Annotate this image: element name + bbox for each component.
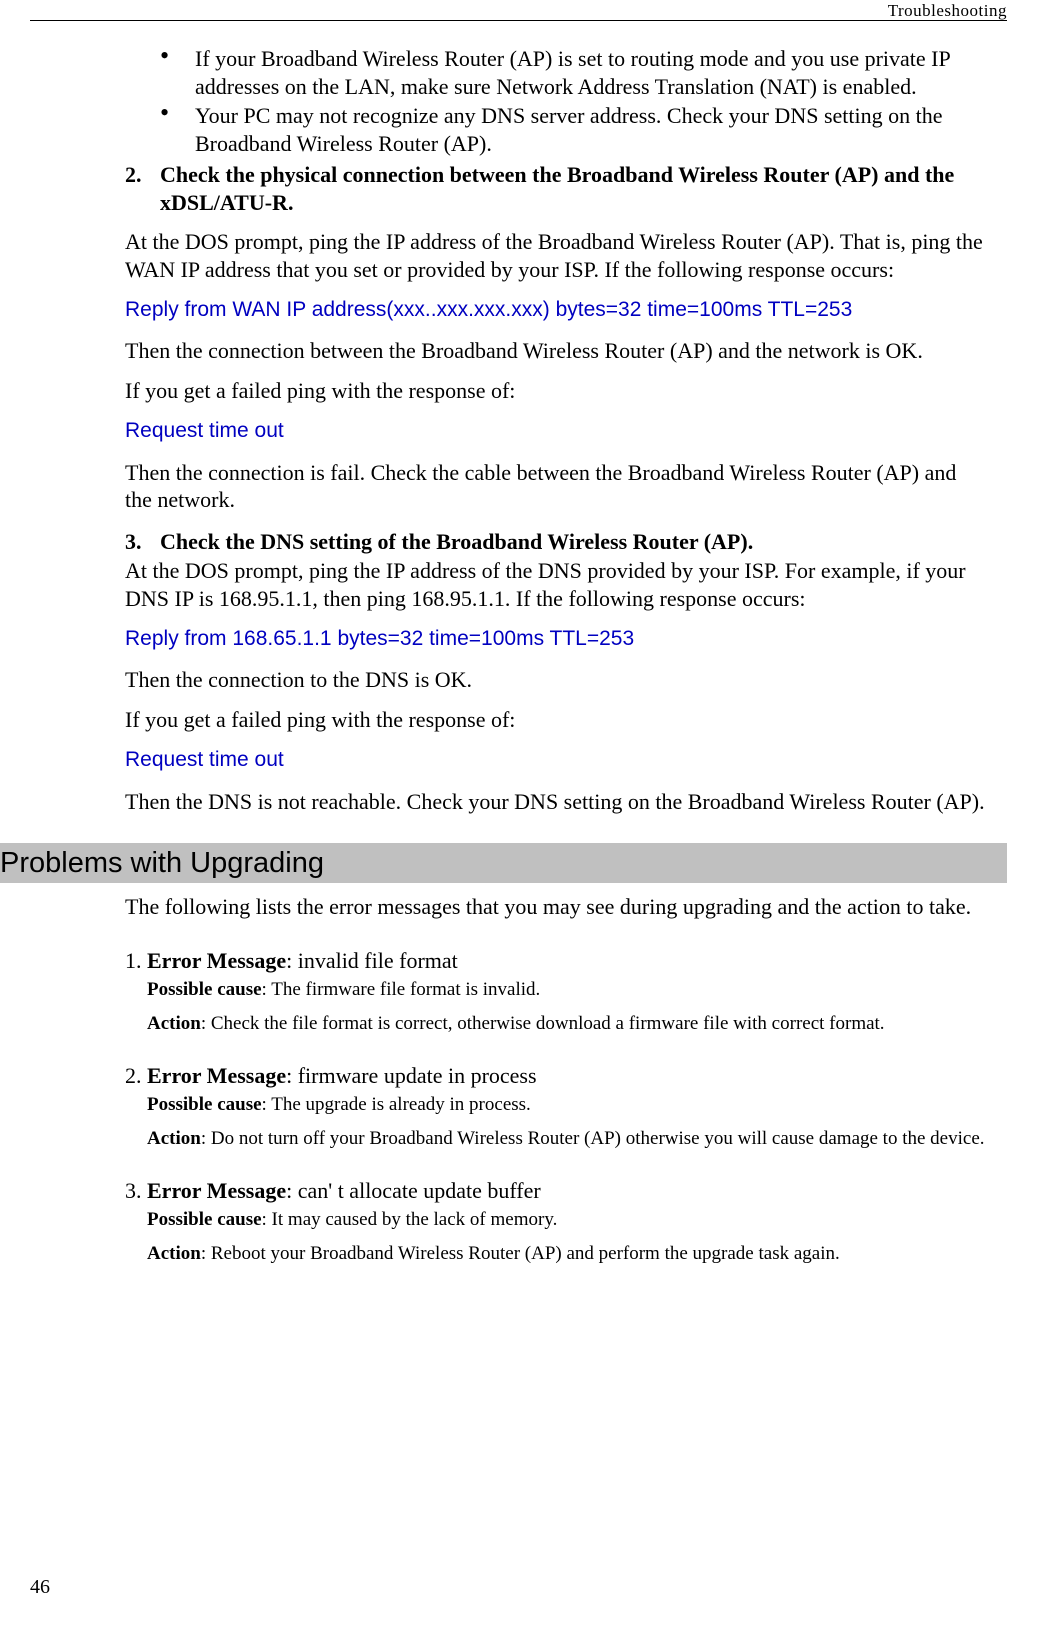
paragraph: Then the DNS is not reachable. Check you… (125, 788, 987, 816)
body-column: If your Broadband Wireless Router (AP) i… (125, 45, 987, 1266)
step-number: 3. (125, 528, 142, 556)
cause-label: Possible cause (147, 979, 262, 1000)
error-action: Action: Do not turn off your Broadband W… (147, 1127, 987, 1151)
error-cause: Possible cause: The upgrade is already i… (147, 1093, 987, 1117)
error-action: Action: Check the file format is correct… (147, 1012, 987, 1036)
error-item: 1. Error Message: invalid file format Po… (125, 947, 987, 1036)
intro-bullets: If your Broadband Wireless Router (AP) i… (160, 45, 987, 157)
step-title: Check the DNS setting of the Broadband W… (160, 529, 753, 554)
error-item: 2. Error Message: firmware update in pro… (125, 1062, 987, 1151)
page-content: If your Broadband Wireless Router (AP) i… (30, 45, 1007, 1276)
code-line: Reply from WAN IP address(xxx..xxx.xxx.x… (125, 297, 987, 323)
running-header: Troubleshooting (888, 0, 1007, 21)
error-label: Error Message (147, 1178, 286, 1203)
error-message: : firmware update in process (286, 1063, 536, 1088)
page-number: 46 (30, 1575, 50, 1600)
bullet-item: If your Broadband Wireless Router (AP) i… (160, 45, 987, 100)
error-label: Error Message (147, 1063, 286, 1088)
section-intro: The following lists the error messages t… (125, 893, 987, 921)
paragraph: At the DOS prompt, ping the IP address o… (125, 228, 987, 283)
action-text: : Check the file format is correct, othe… (201, 1013, 885, 1034)
section-heading: Problems with Upgrading (0, 843, 1007, 883)
cause-text: : It may caused by the lack of memory. (262, 1209, 558, 1230)
cause-label: Possible cause (147, 1209, 262, 1230)
step-3: 3. Check the DNS setting of the Broadban… (160, 528, 987, 556)
error-message: : invalid file format (286, 948, 458, 973)
action-label: Action (147, 1243, 201, 1264)
error-action: Action: Reboot your Broadband Wireless R… (147, 1242, 987, 1266)
cause-text: : The upgrade is already in process. (262, 1094, 531, 1115)
paragraph: At the DOS prompt, ping the IP address o… (125, 557, 987, 612)
cause-label: Possible cause (147, 1094, 262, 1115)
error-number: 3. (125, 1178, 142, 1203)
step-number: 2. (125, 161, 142, 189)
code-line: Reply from 168.65.1.1 bytes=32 time=100m… (125, 626, 987, 652)
error-cause: Possible cause: It may caused by the lac… (147, 1208, 987, 1232)
step-title: Check the physical connection between th… (160, 162, 954, 215)
header-rule (30, 20, 1007, 21)
action-text: : Reboot your Broadband Wireless Router … (201, 1243, 840, 1264)
action-label: Action (147, 1128, 201, 1149)
error-number: 1. (125, 948, 142, 973)
cause-text: : The firmware file format is invalid. (262, 979, 541, 1000)
error-message: : can' t allocate update buffer (286, 1178, 541, 1203)
code-line: Request time out (125, 418, 987, 444)
error-cause: Possible cause: The firmware file format… (147, 978, 987, 1002)
error-label: Error Message (147, 948, 286, 973)
code-line: Request time out (125, 747, 987, 773)
paragraph: Then the connection to the DNS is OK. (125, 666, 987, 694)
action-text: : Do not turn off your Broadband Wireles… (201, 1128, 985, 1149)
bullet-item: Your PC may not recognize any DNS server… (160, 102, 987, 157)
paragraph: Then the connection is fail. Check the c… (125, 459, 987, 514)
step-2: 2. Check the physical connection between… (160, 161, 987, 216)
error-item: 3. Error Message: can' t allocate update… (125, 1177, 987, 1266)
paragraph: Then the connection between the Broadban… (125, 337, 987, 365)
paragraph: If you get a failed ping with the respon… (125, 706, 987, 734)
error-number: 2. (125, 1063, 142, 1088)
paragraph: If you get a failed ping with the respon… (125, 377, 987, 405)
action-label: Action (147, 1013, 201, 1034)
